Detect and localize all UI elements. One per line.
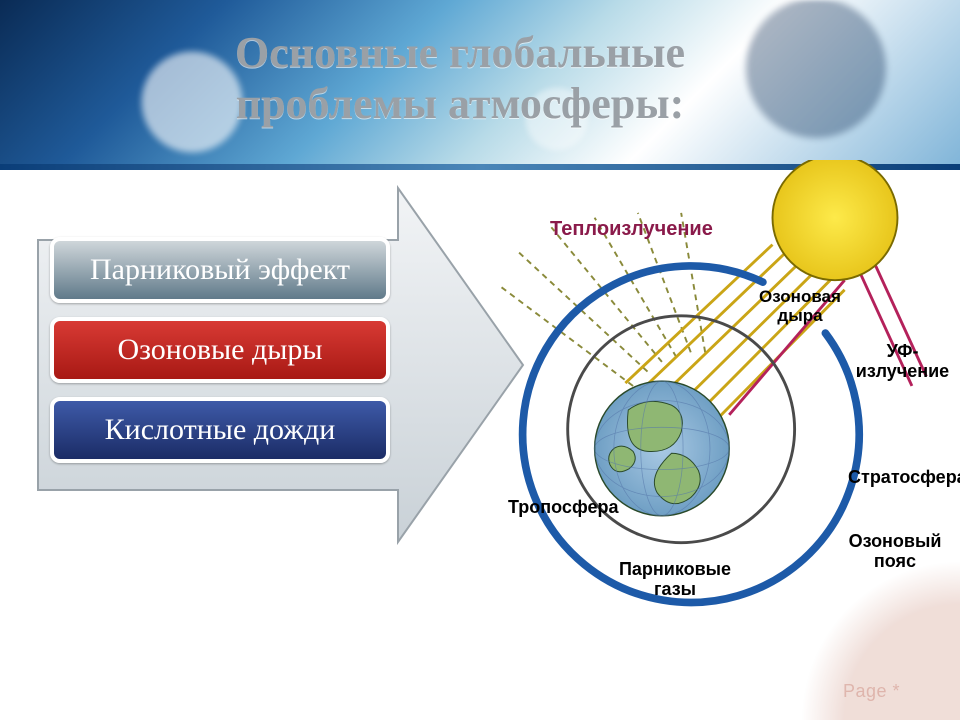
label-ozone-hole-l2: дыра bbox=[777, 306, 822, 325]
label-heat: Теплоизлучение bbox=[550, 218, 713, 240]
label-greenhouse-gases: Парниковые газы bbox=[610, 560, 740, 600]
label-ozone-hole-l1: Озоновая bbox=[759, 287, 841, 306]
sun bbox=[772, 160, 897, 280]
label-ozone-belt: Озоновый пояс bbox=[830, 532, 960, 572]
page-footer: Page * bbox=[0, 681, 900, 702]
title-line-1: Основные глобальные bbox=[235, 28, 685, 77]
label-troposphere: Тропосфера bbox=[508, 498, 618, 518]
bar-greenhouse-effect: Парниковый эффект bbox=[50, 237, 390, 303]
problems-arrow: Парниковый эффект Озоновые дыры Кислотны… bbox=[28, 200, 498, 560]
label-greenhouse-l2: газы bbox=[654, 579, 696, 599]
label-ozone-hole: Озоновая дыра bbox=[755, 288, 845, 325]
bar-ozone-holes: Озоновые дыры bbox=[50, 317, 390, 383]
slide: Основные глобальные проблемы атмосферы: … bbox=[0, 0, 960, 720]
label-uv: УФ-излучение bbox=[845, 342, 960, 382]
title-line-2: проблемы атмосферы: bbox=[236, 79, 685, 128]
slide-title: Основные глобальные проблемы атмосферы: bbox=[0, 28, 920, 129]
bar-acid-rain: Кислотные дожди bbox=[50, 397, 390, 463]
label-heat-text: Теплоизлучение bbox=[550, 218, 713, 240]
problem-bars: Парниковый эффект Озоновые дыры Кислотны… bbox=[50, 237, 390, 477]
label-stratosphere: Стратосфера bbox=[848, 468, 960, 488]
label-greenhouse-l1: Парниковые bbox=[619, 559, 731, 579]
atmosphere-diagram: Теплоизлучение Озоновая дыра УФ-излучени… bbox=[460, 160, 960, 620]
